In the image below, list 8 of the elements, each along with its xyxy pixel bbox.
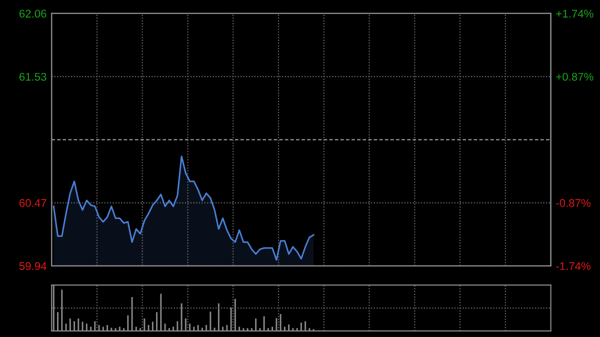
y-tick-label: 59.94 <box>19 262 46 270</box>
y-tick-label: 60.47 <box>20 199 46 207</box>
y-tick-label: 62.06 <box>20 10 46 18</box>
y2-tick-label: +1.74% <box>556 10 594 18</box>
y2-tick-label: -1.74% <box>556 262 590 270</box>
y2-tick-label: +0.87% <box>556 72 594 81</box>
y-tick-label: 61.53 <box>20 72 46 81</box>
y2-tick-label: -0.87% <box>556 199 590 207</box>
